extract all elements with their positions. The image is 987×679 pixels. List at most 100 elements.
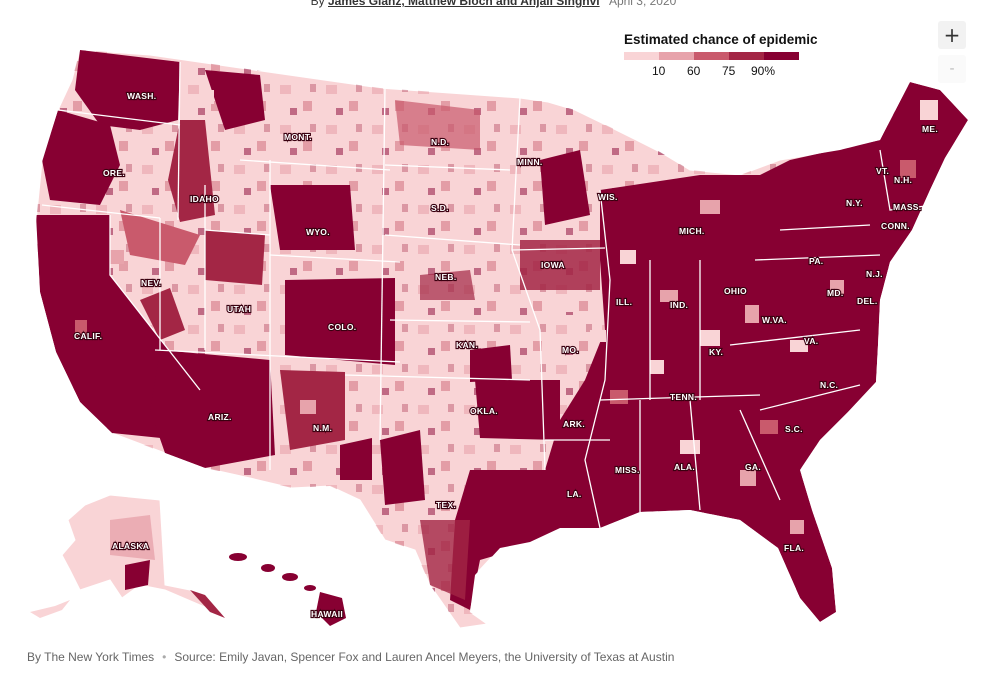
state-label-sc: S.C.	[785, 424, 803, 434]
state-border	[689, 399, 701, 511]
state-label-ala: ALA.	[674, 462, 695, 472]
region-east-of-mississippi	[545, 82, 968, 622]
publish-date: April 3, 2020	[608, 0, 677, 8]
region-new-mexico-east	[340, 438, 372, 480]
region-oregon-coast	[42, 110, 120, 205]
state-label-nh: N.H.	[894, 175, 912, 185]
region-colorado	[285, 278, 395, 365]
state-label-la: LA.	[567, 489, 582, 499]
state-border	[379, 87, 386, 441]
state-border	[204, 229, 271, 236]
speckle	[790, 520, 804, 534]
legend-tick: 90%	[751, 64, 776, 78]
hawaii-island	[282, 573, 298, 581]
speckle	[590, 330, 606, 342]
state-label-tenn: TENN.	[670, 392, 697, 402]
state-label-mo: MO.	[562, 345, 579, 355]
state-label-idaho: IDAHO	[190, 194, 219, 204]
speckle	[830, 280, 844, 294]
state-border	[511, 97, 546, 471]
byline-authors[interactable]: James Glanz, Matthew Bloch and Anjali Si…	[328, 0, 600, 8]
legend-tick: 60	[687, 64, 701, 78]
speckle	[745, 305, 759, 323]
state-border	[239, 159, 391, 171]
alaska	[30, 494, 226, 618]
hawaii-big-island	[316, 592, 346, 626]
legend-tick-labels: 10 60 75 90%	[624, 64, 818, 80]
speckle	[650, 360, 664, 374]
state-label-neb: NEB.	[435, 272, 457, 282]
region-nevada-south	[140, 288, 185, 340]
state-label-okla: OKLA.	[470, 406, 498, 416]
hawaii-island	[261, 564, 275, 572]
region-south-texas	[420, 520, 470, 600]
legend-tick: 75	[722, 64, 736, 78]
state-label-del: DEL.	[857, 296, 878, 306]
zoom-out-button[interactable]: -	[938, 55, 966, 83]
speckle	[680, 440, 700, 454]
state-border	[754, 254, 881, 261]
aleutian-islands	[30, 600, 70, 618]
us-epidemic-map[interactable]: WASH. ORE. CALIF. IDAHO NEV. MONT. WYO. …	[0, 0, 987, 640]
state-label-me: ME.	[922, 124, 938, 134]
state-label-conn: CONN.	[881, 221, 910, 231]
region-wyoming	[270, 185, 355, 250]
state-label-ind: IND.	[670, 300, 688, 310]
state-label-ky: KY.	[709, 347, 723, 357]
region-oklahoma	[475, 380, 560, 440]
state-label-mont: MONT.	[284, 132, 312, 142]
legend-swatch	[729, 52, 764, 60]
speckle	[610, 390, 628, 404]
state-border	[41, 204, 161, 219]
state-label-va: VA.	[804, 336, 818, 346]
state-border	[389, 319, 531, 323]
alaska-panhandle	[190, 590, 225, 618]
state-border	[269, 254, 401, 263]
state-border	[739, 409, 781, 501]
state-label-ohio: OHIO	[724, 286, 747, 296]
legend-title: Estimated chance of epidemic	[624, 32, 818, 47]
byline: By James Glanz, Matthew Bloch and Anjali…	[0, 0, 987, 8]
state-label-pa: PA.	[809, 256, 823, 266]
region-minnesota	[540, 150, 590, 225]
state-border	[584, 189, 611, 529]
region-idaho	[168, 120, 215, 222]
state-border	[759, 384, 861, 411]
speckle	[110, 250, 124, 264]
legend-swatch	[764, 52, 799, 60]
speckle	[700, 200, 720, 214]
hawaii-island	[304, 585, 316, 591]
state-label-colo: COLO.	[328, 322, 356, 332]
state-label-wash: WASH.	[127, 91, 156, 101]
legend-tick: 10	[652, 64, 666, 78]
speckle	[75, 320, 87, 336]
state-label-ga: GA.	[745, 462, 761, 472]
state-border	[109, 215, 201, 391]
region-arizona	[150, 350, 275, 468]
state-labels: WASH. ORE. CALIF. IDAHO NEV. MONT. WYO. …	[73, 90, 939, 620]
speckle	[790, 340, 808, 352]
state-border	[599, 394, 761, 401]
zoom-in-button[interactable]: +	[938, 21, 966, 49]
state-label-wva: W.VA.	[762, 315, 787, 325]
speckle	[660, 290, 678, 302]
state-border	[384, 234, 521, 246]
speckle	[900, 160, 916, 178]
state-label-ariz: ARIZ.	[208, 412, 232, 422]
footer-credit: By The New York Times	[27, 650, 155, 664]
state-label-wis: WIS.	[598, 192, 618, 202]
state-label-alaska: ALASKA	[112, 541, 149, 551]
state-label-hawaii: HAWAII	[311, 609, 343, 619]
speckle	[700, 330, 720, 346]
state-label-calif: CALIF.	[74, 331, 102, 341]
region-iowa	[520, 240, 600, 290]
speckle	[620, 250, 636, 264]
state-label-nm: N.M.	[313, 423, 332, 433]
region-nebraska-patch	[420, 270, 475, 300]
speckle	[200, 90, 214, 104]
state-label-utah: UTAH	[227, 304, 251, 314]
state-label-mich: MICH.	[679, 226, 705, 236]
state-border	[177, 61, 181, 221]
footer: By The New York Times • Source: Emily Java…	[27, 650, 674, 664]
legend-swatch	[659, 52, 694, 60]
